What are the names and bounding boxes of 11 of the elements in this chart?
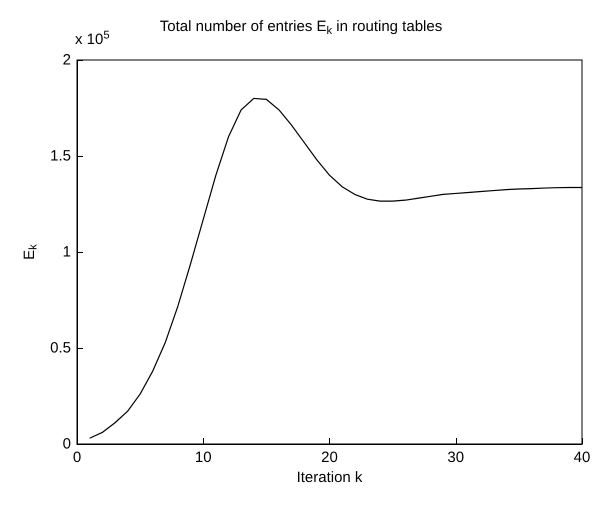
y-tick-label: 2 — [62, 52, 71, 68]
y-axis-title: Ek — [21, 244, 40, 260]
x-tick-label: 10 — [194, 449, 212, 466]
x-tick-label: 30 — [447, 449, 464, 466]
y-tick-label: 1 — [62, 244, 71, 260]
y-tick-label: 1.5 — [50, 148, 71, 164]
x-axis-title: Iteration k — [296, 468, 363, 486]
x-tick-label: 20 — [321, 449, 338, 466]
x-tick-label: 40 — [574, 449, 590, 466]
y-tick-label: 0.5 — [50, 340, 71, 356]
y-tick-label: 0 — [62, 436, 71, 452]
